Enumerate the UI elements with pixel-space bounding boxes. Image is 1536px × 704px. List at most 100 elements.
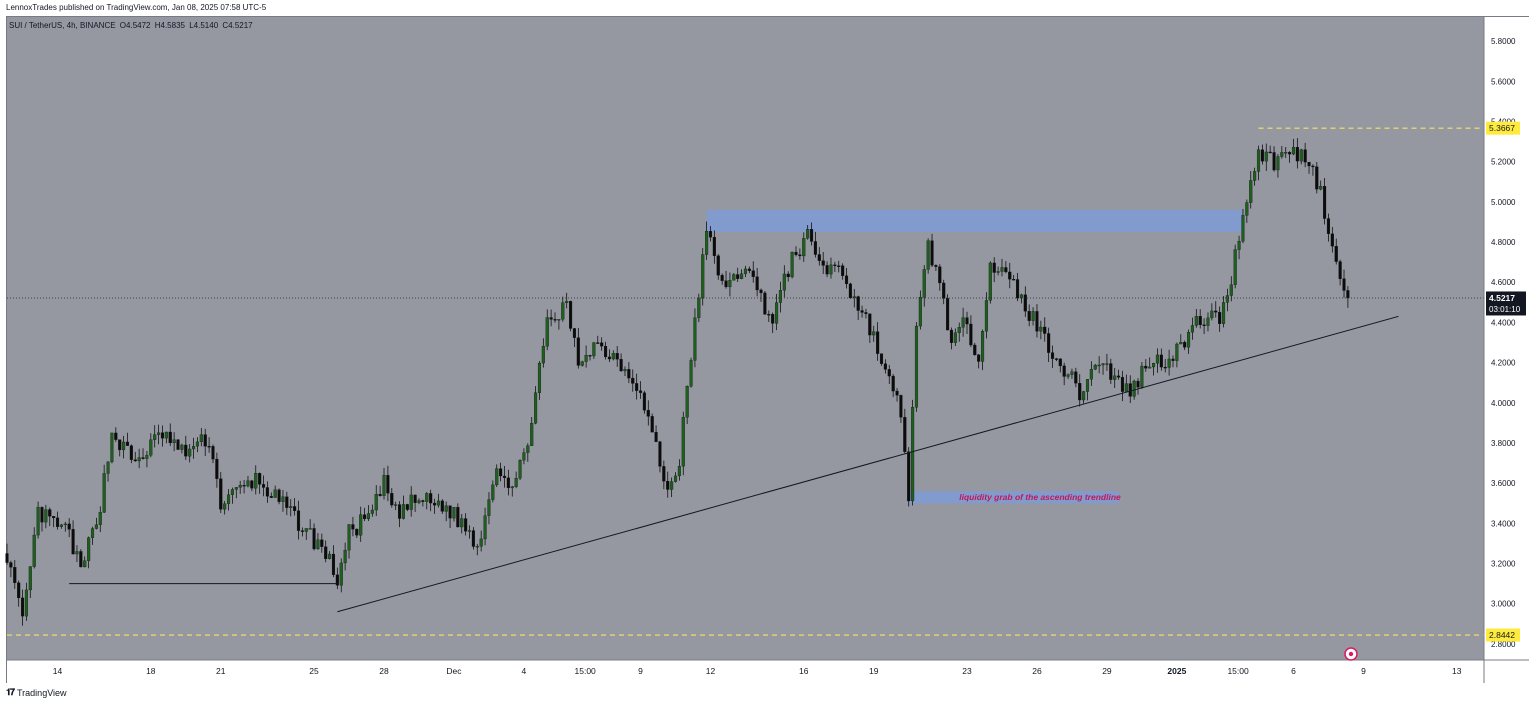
candle bbox=[988, 262, 992, 301]
x-tick-label: 19 bbox=[869, 666, 879, 676]
candle bbox=[460, 518, 464, 528]
candle bbox=[122, 441, 126, 451]
candle bbox=[914, 325, 919, 408]
candle bbox=[141, 457, 145, 459]
candle bbox=[1233, 249, 1237, 285]
candle bbox=[1043, 326, 1047, 334]
ascending-trendline[interactable] bbox=[337, 315, 1399, 613]
candle bbox=[487, 499, 491, 516]
candle bbox=[1113, 375, 1117, 380]
candle bbox=[530, 423, 534, 446]
candle bbox=[125, 441, 130, 446]
candle bbox=[448, 505, 452, 519]
candle bbox=[673, 475, 678, 482]
candle bbox=[160, 432, 165, 439]
candle bbox=[821, 260, 825, 266]
candle bbox=[1167, 358, 1171, 368]
candle bbox=[289, 506, 293, 508]
candle bbox=[1047, 333, 1051, 353]
candle bbox=[984, 300, 988, 332]
candle bbox=[569, 301, 573, 329]
candle bbox=[534, 392, 538, 424]
candle bbox=[495, 468, 499, 486]
candle bbox=[907, 451, 911, 502]
candle bbox=[483, 515, 487, 540]
y-tick-label: 4.4000 bbox=[1491, 318, 1516, 327]
candle bbox=[258, 473, 262, 485]
candle bbox=[269, 496, 273, 498]
candle bbox=[1346, 290, 1350, 299]
candle bbox=[786, 273, 790, 278]
candle bbox=[351, 524, 355, 530]
candle bbox=[1218, 312, 1222, 324]
candle bbox=[1023, 294, 1027, 312]
candle bbox=[973, 344, 977, 356]
candle bbox=[184, 444, 188, 457]
candle bbox=[13, 567, 17, 583]
candle bbox=[771, 314, 775, 324]
candle bbox=[852, 296, 856, 299]
x-tick-label: 4 bbox=[522, 666, 527, 676]
tradingview-logo: 𝟏𝟕 TradingView bbox=[6, 687, 67, 698]
candle bbox=[596, 342, 600, 344]
high-value: H4.5835 bbox=[154, 21, 185, 30]
candle bbox=[316, 539, 320, 550]
candle bbox=[1225, 295, 1229, 303]
candle bbox=[1295, 147, 1299, 162]
time-axis-background bbox=[7, 660, 1529, 683]
candle bbox=[541, 345, 545, 364]
candle bbox=[328, 553, 332, 559]
candle bbox=[133, 459, 137, 462]
y-tick-label: 4.6000 bbox=[1491, 278, 1516, 287]
candle bbox=[164, 431, 168, 439]
candle bbox=[537, 362, 542, 393]
candle bbox=[588, 355, 592, 357]
candle bbox=[1008, 271, 1012, 280]
candle bbox=[285, 496, 289, 508]
candle bbox=[94, 524, 98, 529]
candle bbox=[1078, 383, 1082, 401]
candle bbox=[1140, 365, 1144, 388]
candle bbox=[611, 353, 615, 360]
candle bbox=[343, 549, 347, 564]
candle bbox=[192, 446, 196, 450]
candle bbox=[114, 432, 118, 440]
candle bbox=[1074, 371, 1078, 384]
candle bbox=[825, 265, 829, 275]
candle bbox=[1066, 374, 1070, 377]
alert-icon-center bbox=[1348, 651, 1354, 657]
candle bbox=[1117, 375, 1121, 378]
candle bbox=[1082, 391, 1086, 401]
candle bbox=[603, 345, 608, 358]
candle bbox=[1284, 152, 1288, 154]
candle bbox=[386, 475, 390, 494]
candle bbox=[977, 354, 981, 362]
y-tick-label: 5.6000 bbox=[1491, 77, 1516, 86]
candle bbox=[502, 475, 507, 478]
candle bbox=[1221, 302, 1226, 324]
x-tick-label: 12 bbox=[706, 666, 716, 676]
candle bbox=[370, 509, 374, 514]
candle bbox=[697, 297, 701, 318]
resistance-zone bbox=[706, 209, 1243, 233]
candle bbox=[219, 478, 223, 510]
candle bbox=[1163, 366, 1167, 369]
candle bbox=[1260, 149, 1264, 162]
candle bbox=[1253, 171, 1257, 181]
candle bbox=[572, 328, 577, 338]
candle bbox=[1136, 380, 1140, 388]
candle bbox=[98, 512, 102, 525]
candle bbox=[895, 390, 899, 396]
candle bbox=[444, 505, 448, 512]
candle bbox=[607, 356, 611, 360]
candle bbox=[199, 434, 203, 443]
candle bbox=[1299, 149, 1303, 162]
candle bbox=[1330, 233, 1334, 247]
candle bbox=[911, 407, 915, 502]
candle bbox=[52, 516, 56, 519]
candle bbox=[1183, 342, 1187, 348]
candle bbox=[619, 359, 623, 372]
candle bbox=[778, 290, 782, 303]
candle bbox=[615, 353, 619, 360]
